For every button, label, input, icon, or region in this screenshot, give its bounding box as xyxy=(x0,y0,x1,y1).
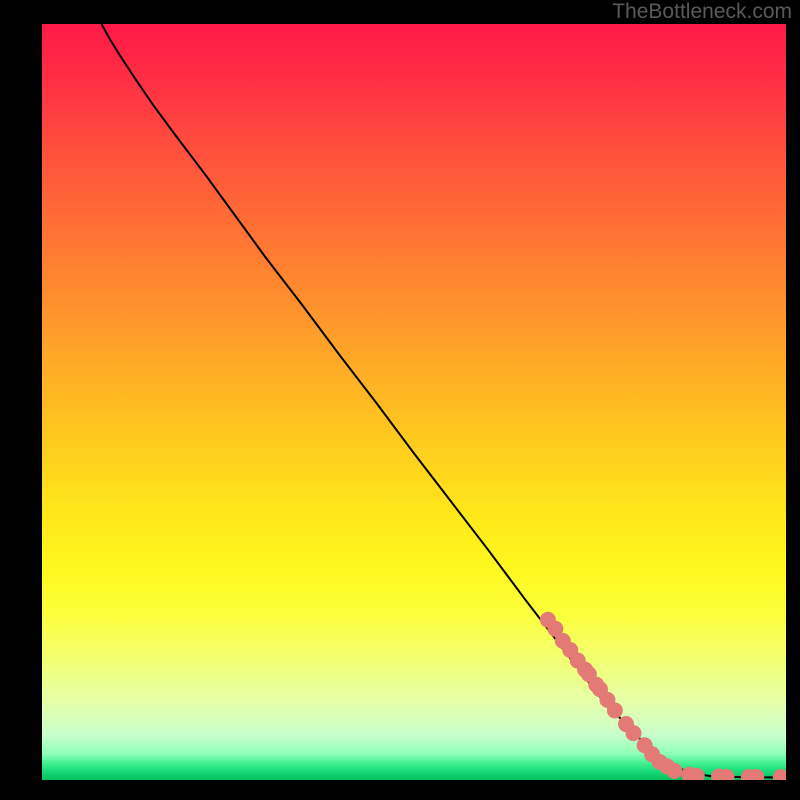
data-marker xyxy=(773,769,786,780)
bottleneck-curve xyxy=(102,24,786,777)
plot-area xyxy=(42,24,786,780)
data-marker xyxy=(625,725,641,741)
attribution-label: TheBottleneck.com xyxy=(612,0,792,23)
chart-container: TheBottleneck.com xyxy=(0,0,800,800)
curve-layer xyxy=(42,24,786,780)
data-marker xyxy=(666,763,682,779)
data-marker xyxy=(607,702,623,718)
